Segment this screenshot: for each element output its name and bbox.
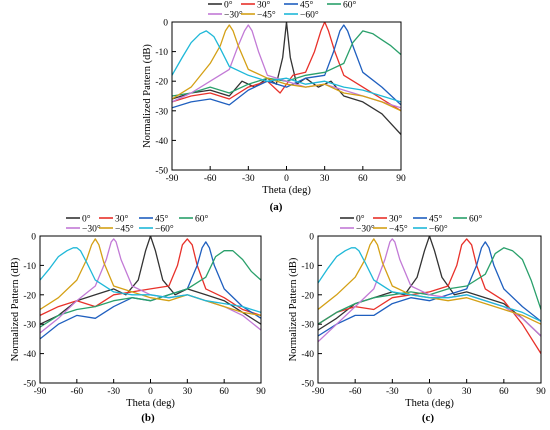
x-tick-label: 0: [148, 387, 153, 397]
series-line: [318, 241, 541, 337]
legend-label: −45°: [115, 224, 134, 235]
legend-label: −45°: [257, 10, 276, 21]
x-tick-label: 30: [320, 174, 330, 184]
panel-caption: (a): [270, 201, 283, 213]
x-tick-label: 0: [427, 387, 432, 397]
x-tick-label: 60: [358, 174, 368, 184]
y-tick-label: -30: [301, 321, 314, 331]
x-tick-label: -60: [349, 387, 362, 397]
y-tick-label: -30: [155, 107, 168, 117]
plot-frame: [39, 235, 262, 384]
x-axis-label: Theta (deg): [126, 398, 175, 409]
legend-label: −60°: [429, 224, 448, 235]
y-tick-label: -40: [155, 137, 168, 147]
series-line: [40, 250, 261, 328]
legend-label: 0°: [224, 0, 233, 11]
series-line: [318, 238, 541, 343]
x-tick-label: -30: [386, 387, 399, 397]
panel-caption: (b): [141, 412, 155, 424]
y-tick-label: -20: [23, 291, 36, 301]
y-tick-label: -10: [23, 262, 36, 272]
series-line: [318, 238, 541, 354]
x-tick-label: 60: [219, 387, 229, 397]
y-tick-label: -50: [155, 167, 168, 177]
x-axis-label: Theta (deg): [405, 398, 454, 409]
legend-label: 0°: [82, 214, 91, 225]
y-tick-label: -50: [23, 380, 36, 390]
x-tick-label: -90: [312, 387, 325, 397]
legend-label: −60°: [300, 10, 319, 21]
y-tick-label: -10: [155, 48, 168, 58]
series-line: [318, 247, 541, 325]
x-tick-label: -30: [107, 387, 120, 397]
legend-label: 60°: [343, 0, 357, 11]
series-line: [40, 236, 261, 325]
legend-label: 60°: [469, 214, 483, 225]
x-tick-label: 90: [256, 387, 266, 397]
legend-label: 60°: [195, 214, 209, 225]
series-line: [318, 236, 541, 337]
series-line: [40, 238, 261, 334]
x-tick-label: 90: [536, 387, 546, 397]
plot-frame: [171, 21, 402, 171]
x-tick-label: 0: [284, 174, 289, 184]
series-line: [40, 241, 261, 340]
legend-label: −30°: [356, 224, 375, 235]
y-tick-label: 0: [309, 233, 314, 243]
series-line: [40, 238, 261, 317]
panel-caption: (c): [422, 412, 435, 424]
legend-label: 45°: [300, 0, 314, 11]
legend-label: −60°: [155, 224, 174, 235]
y-tick-label: -20: [155, 78, 168, 88]
chart-panel: -90 -60 -30 0 30 60 90 0 -10 -20 -30 -40 -50 Theta (d…: [10, 214, 266, 425]
series-line: [318, 247, 541, 322]
legend-label: −30°: [82, 224, 101, 235]
x-tick-label: 30: [462, 387, 472, 397]
y-axis-label: Normalized Pattern (dB): [142, 44, 153, 148]
x-tick-label: -30: [242, 174, 255, 184]
x-axis-label: Theta (deg): [262, 185, 311, 196]
series-line: [172, 30, 401, 103]
x-tick-label: -90: [34, 387, 47, 397]
chart-panel: -90 -60 -30 0 30 60 90 0 -10 -20 -30 -40 -50 Theta (d…: [142, 0, 406, 213]
y-tick-label: -20: [301, 291, 314, 301]
x-tick-label: -60: [70, 387, 83, 397]
legend-label: 30°: [115, 214, 129, 225]
legend-label: −45°: [389, 224, 408, 235]
legend-label: 45°: [155, 214, 169, 225]
x-tick-label: 60: [499, 387, 509, 397]
y-tick-label: -50: [301, 380, 314, 390]
legend-label: 30°: [257, 0, 271, 11]
legend-label: 45°: [429, 214, 443, 225]
y-axis-label: Normalized Pattern (dB): [288, 257, 299, 361]
series-line: [172, 24, 401, 112]
series-line: [172, 30, 401, 97]
series-line: [318, 238, 541, 325]
legend-label: 0°: [356, 214, 365, 225]
y-tick-label: 0: [31, 233, 36, 243]
legend-label: 30°: [389, 214, 403, 225]
chart-panel: -90 -60 -30 0 30 60 90 0 -10 -20 -30 -40 -50 Theta (d…: [288, 214, 546, 425]
x-tick-label: 30: [183, 387, 193, 397]
y-tick-label: -40: [301, 350, 314, 360]
series-line: [172, 24, 401, 109]
series-line: [172, 22, 401, 135]
series-line: [40, 247, 261, 314]
series-line: [172, 24, 401, 109]
x-tick-label: 90: [396, 174, 406, 184]
y-axis-label: Normalized Pattern (dB): [10, 257, 21, 361]
y-tick-label: -40: [23, 350, 36, 360]
x-tick-label: -90: [166, 174, 179, 184]
series-line: [40, 238, 261, 317]
y-tick-label: -30: [23, 321, 36, 331]
y-tick-label: 0: [163, 19, 168, 29]
series-line: [172, 22, 401, 112]
legend-label: −30°: [224, 10, 243, 21]
x-tick-label: -60: [204, 174, 217, 184]
y-tick-label: -10: [301, 262, 314, 272]
